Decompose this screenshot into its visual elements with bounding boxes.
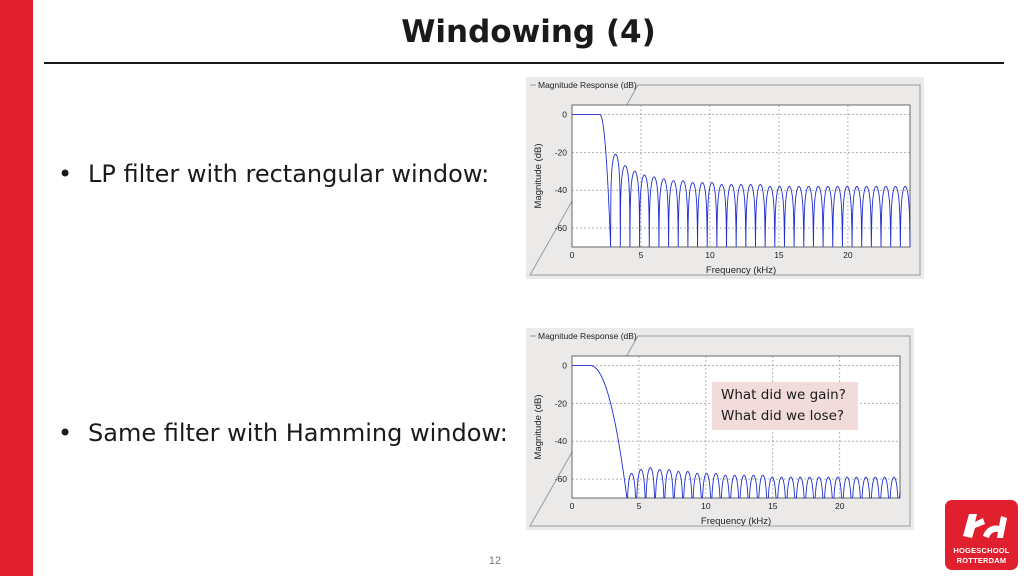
note-line-lose: What did we lose?: [721, 408, 845, 424]
x-tick-label: 10: [701, 501, 711, 511]
chart-group-frame: [529, 335, 911, 527]
magnitude-series-line: [572, 114, 911, 248]
title-underline: [44, 62, 1004, 64]
y-axis-label: Magnitude (dB): [533, 395, 544, 460]
chart-panel-title: Magnitude Response (dB): [538, 80, 637, 90]
y-tick-label: 0: [562, 109, 567, 119]
x-tick-label: 15: [774, 250, 784, 260]
hr-logo-mark-icon: [963, 514, 1007, 538]
bullet-rectangular: • LP filter with rectangular window:: [58, 160, 489, 188]
bullet-dot-icon: •: [58, 419, 73, 447]
logo-text-line2: ROTTERDAM: [956, 556, 1007, 565]
accent-sidebar: [0, 0, 33, 576]
plot-area: [571, 104, 911, 248]
chart-panel-title: Magnitude Response (dB): [538, 331, 637, 341]
page-number: 12: [488, 555, 502, 567]
magnitude-response-chart-rect: Magnitude Response (dB) 0 5 10 15 20 0 -20 -40 -6…: [526, 77, 924, 279]
slide-title: Windowing (4): [401, 14, 656, 50]
x-tick-label: 0: [570, 501, 575, 511]
x-tick-label: 0: [570, 250, 575, 260]
rectangular-window-plot: Magnitude Response (dB) 0 5 10 15 20 0 -20 -40 -6…: [526, 77, 924, 279]
note-line-gain: What did we gain?: [721, 387, 846, 403]
y-tick-label: -60: [555, 223, 568, 233]
x-axis-label: Frequency (kHz): [701, 516, 771, 527]
magnitude-series-line: [572, 365, 901, 499]
y-tick-label: -40: [555, 185, 568, 195]
school-logo: HOGESCHOOL ROTTERDAM: [945, 500, 1018, 570]
question-note: What did we gain? What did we lose?: [712, 382, 858, 430]
y-tick-label: 0: [562, 360, 567, 370]
bullet-hamming: • Same filter with Hamming window:: [58, 419, 508, 447]
logo-text-line1: HOGESCHOOL: [953, 546, 1010, 555]
x-tick-label: 5: [639, 250, 644, 260]
x-tick-label: 5: [637, 501, 642, 511]
y-tick-label: -60: [555, 474, 568, 484]
y-tick-label: -20: [555, 147, 568, 157]
x-tick-label: 10: [705, 250, 715, 260]
bullet-text-rectangular: LP filter with rectangular window:: [88, 160, 490, 188]
y-axis-label: Magnitude (dB): [533, 144, 544, 209]
x-tick-label: 15: [768, 501, 778, 511]
x-axis-label: Frequency (kHz): [706, 265, 776, 276]
x-tick-label: 20: [835, 501, 845, 511]
x-tick-label: 20: [843, 250, 853, 260]
chart-group-frame: [529, 84, 921, 276]
y-tick-label: -40: [555, 436, 568, 446]
bullet-dot-icon: •: [58, 160, 73, 188]
bullet-text-hamming: Same filter with Hamming window:: [88, 419, 508, 447]
y-tick-label: -20: [555, 398, 568, 408]
